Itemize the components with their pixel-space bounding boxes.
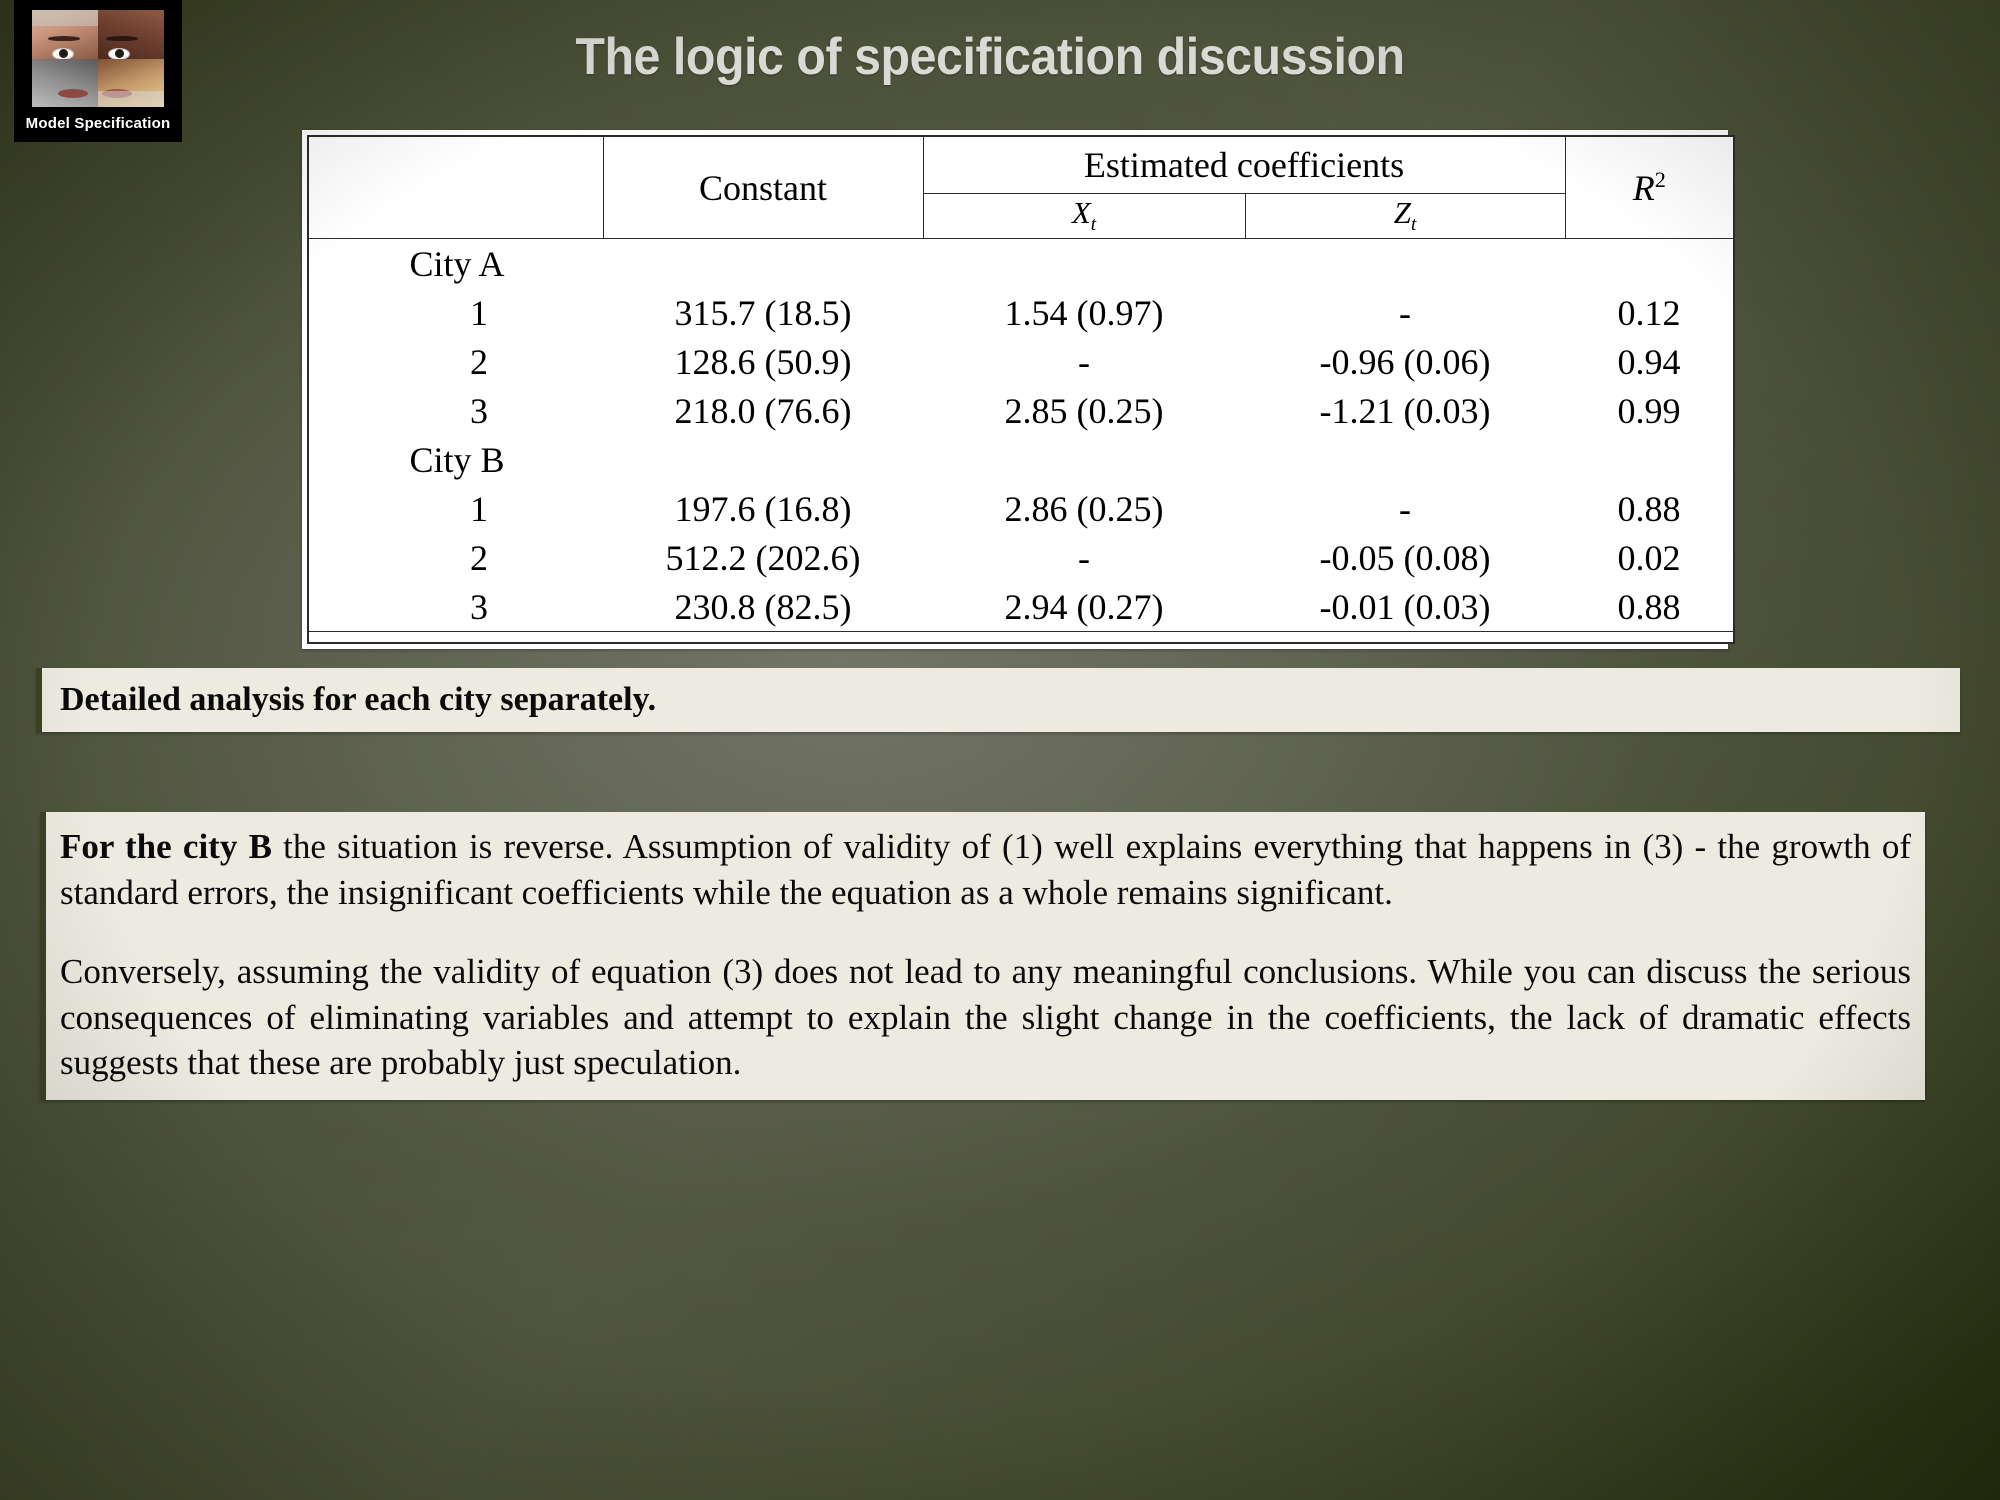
discussion-text-box: For the city B the situation is reverse.… <box>40 812 1925 1100</box>
r-squared-value: 0.88 <box>1565 484 1735 533</box>
model-specification-logo: Model Specification <box>14 0 182 142</box>
table-row: 1 197.6 (16.8) 2.86 (0.25) - 0.88 <box>308 484 1735 533</box>
header-r-squared: R2 <box>1564 135 1735 239</box>
header-row-label <box>307 135 604 239</box>
header-row-main: Constant Estimated coefficients R2 <box>307 135 1735 239</box>
discussion-paragraph-1: For the city B the situation is reverse.… <box>60 824 1911 915</box>
constant-value: 230.8 (82.5) <box>603 582 923 632</box>
constant-value: 315.7 (18.5) <box>603 288 923 337</box>
z-subscript: t <box>1410 214 1417 236</box>
header-z-variable: Zt <box>1244 193 1566 239</box>
r-squared-value: 0.94 <box>1565 337 1735 386</box>
r-squared-value: 0.02 <box>1565 533 1735 582</box>
equation-number: 3 <box>308 582 603 632</box>
x-coefficient-value: 1.54 (0.97) <box>923 288 1245 337</box>
city-b-label: City B <box>308 435 603 484</box>
page-title: The logic of specification discussion <box>575 28 1405 86</box>
z-variable-math: Zt <box>1393 195 1417 235</box>
equation-number: 2 <box>308 533 603 582</box>
z-coefficient-value: - <box>1245 484 1566 533</box>
table-row: 2 512.2 (202.6) - -0.05 (0.08) 0.02 <box>308 533 1735 582</box>
x-variable-math: Xt <box>1071 195 1096 235</box>
x-coefficient-value: 2.85 (0.25) <box>923 386 1245 435</box>
z-base: Z <box>1393 195 1411 231</box>
constant-value: 128.6 (50.9) <box>603 337 923 386</box>
x-coefficient-value: 2.94 (0.27) <box>923 582 1245 632</box>
constant-value: 512.2 (202.6) <box>603 533 923 582</box>
x-subscript: t <box>1090 214 1097 236</box>
face-quadrant-bottom-left <box>32 58 98 107</box>
r-squared-value: 0.99 <box>1565 386 1735 435</box>
z-coefficient-value: -0.01 (0.03) <box>1245 582 1566 632</box>
r-squared-base: R <box>1632 167 1655 208</box>
face-quadrant-bottom-right <box>98 58 164 107</box>
city-group-header-row: City A <box>308 238 1735 288</box>
equation-number: 1 <box>308 484 603 533</box>
paragraph-1-body: the situation is reverse. Assumption of … <box>60 827 1911 912</box>
x-base: X <box>1071 195 1091 231</box>
r-squared-math: R2 <box>1632 166 1666 208</box>
city-group-header-row: City B <box>308 435 1735 484</box>
x-coefficient-value: 2.86 (0.25) <box>923 484 1245 533</box>
equation-number: 3 <box>308 386 603 435</box>
table-row: 3 218.0 (76.6) 2.85 (0.25) -1.21 (0.03) … <box>308 386 1735 435</box>
results-table-frame: Constant Estimated coefficients R2 Xt Zt <box>302 130 1736 649</box>
discussion-paragraph-2: Conversely, assuming the validity of equ… <box>60 952 1911 1082</box>
r-squared-value: 0.12 <box>1565 288 1735 337</box>
table-row: 2 128.6 (50.9) - -0.96 (0.06) 0.94 <box>308 337 1735 386</box>
z-coefficient-value: - <box>1245 288 1566 337</box>
regression-results-table: Constant Estimated coefficients R2 Xt Zt <box>307 135 1736 644</box>
x-coefficient-value: - <box>923 337 1245 386</box>
z-coefficient-value: -0.96 (0.06) <box>1245 337 1566 386</box>
header-estimated-coefficients: Estimated coefficients <box>922 135 1566 194</box>
header-row-sub: Xt Zt <box>308 193 1734 239</box>
city-a-label: City A <box>308 238 603 288</box>
detailed-analysis-callout: Detailed analysis for each city separate… <box>36 668 1960 732</box>
face-quadrant-top-right <box>98 10 164 59</box>
header-x-variable: Xt <box>922 193 1246 239</box>
constant-value: 218.0 (76.6) <box>603 386 923 435</box>
x-coefficient-value: - <box>923 533 1245 582</box>
table-row: 3 230.8 (82.5) 2.94 (0.27) -0.01 (0.03) … <box>308 582 1735 632</box>
r-squared-exponent: 2 <box>1654 166 1666 192</box>
equation-number: 1 <box>308 288 603 337</box>
table-row: 1 315.7 (18.5) 1.54 (0.97) - 0.12 <box>308 288 1735 337</box>
face-quadrant-top-left <box>32 10 98 59</box>
r-squared-value: 0.88 <box>1565 582 1735 632</box>
logo-caption: Model Specification <box>25 115 171 132</box>
table-bottom-spacer <box>307 631 1735 644</box>
faces-collage-image <box>32 10 164 107</box>
table-body: City A 1 315.7 (18.5) 1.54 (0.97) - 0.12… <box>307 238 1735 644</box>
detailed-analysis-text: Detailed analysis for each city separate… <box>60 681 657 718</box>
header-constant: Constant <box>602 135 924 239</box>
z-coefficient-value: -1.21 (0.03) <box>1245 386 1566 435</box>
equation-number: 2 <box>308 337 603 386</box>
table-header: Constant Estimated coefficients R2 Xt Zt <box>307 135 1735 239</box>
z-coefficient-value: -0.05 (0.08) <box>1245 533 1566 582</box>
constant-value: 197.6 (16.8) <box>603 484 923 533</box>
paragraph-1-bold-lead: For the city B <box>60 827 272 866</box>
